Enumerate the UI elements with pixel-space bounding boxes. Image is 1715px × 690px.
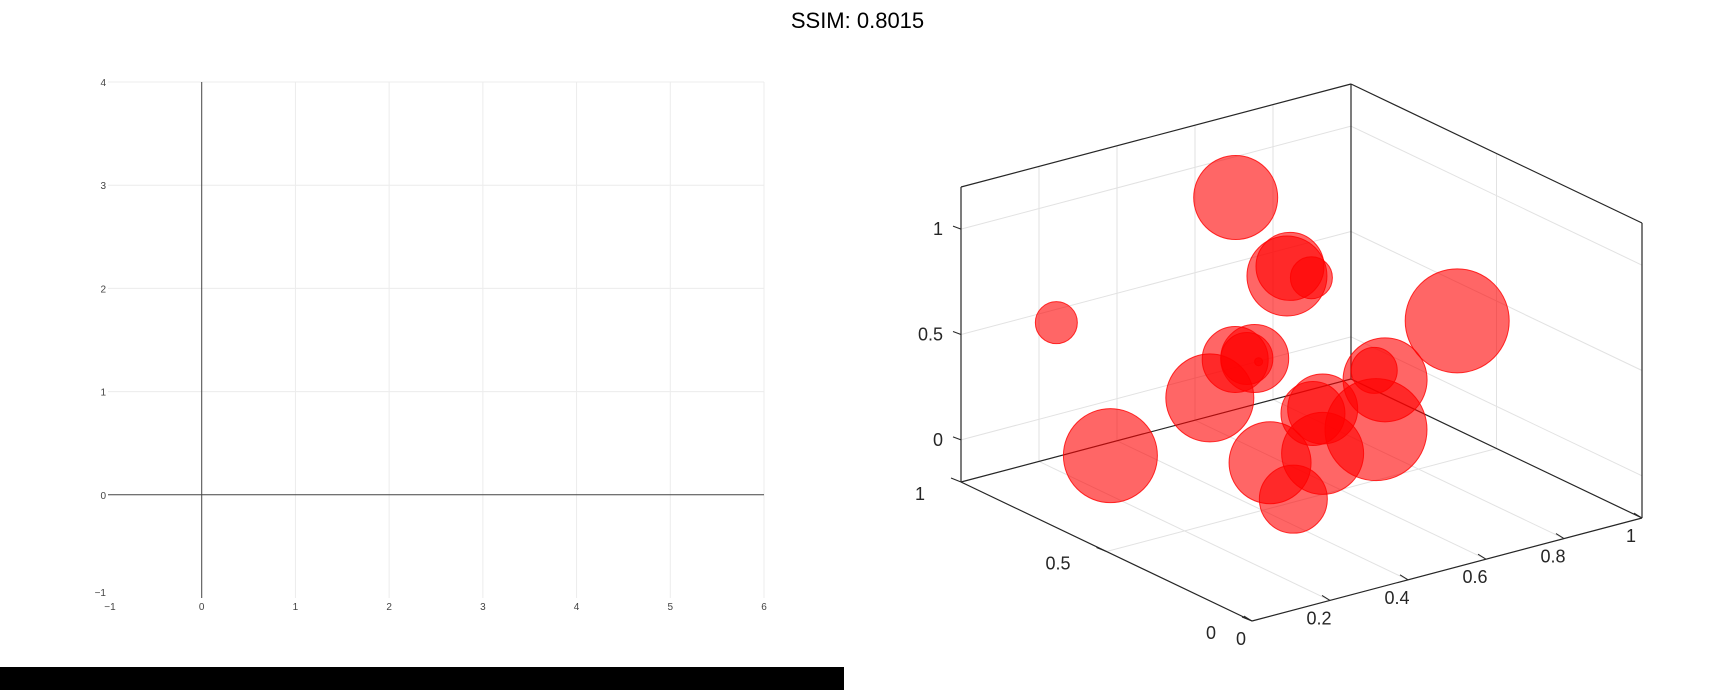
x-tick bbox=[1321, 594, 1331, 601]
figure-title: SSIM: 0.8015 bbox=[790, 8, 925, 33]
y-tick-label: 2 bbox=[100, 284, 106, 295]
axis-x-front bbox=[1251, 517, 1643, 622]
box-edge bbox=[1350, 83, 1643, 224]
x-tick-label: 5 bbox=[668, 602, 674, 613]
y-tick-label: 0 bbox=[1206, 623, 1216, 643]
x-tick-label: 6 bbox=[761, 602, 767, 613]
bubble bbox=[1404, 268, 1510, 374]
axes-2d bbox=[108, 82, 764, 598]
x-tick-label: 3 bbox=[480, 602, 486, 613]
y-tick-label: 0 bbox=[100, 491, 106, 502]
y-tick-label: −1 bbox=[95, 588, 107, 599]
x-tick-label: 0 bbox=[1236, 629, 1246, 649]
bubble bbox=[1289, 256, 1333, 300]
bubble bbox=[1254, 357, 1264, 367]
bubble bbox=[1220, 324, 1290, 394]
x-tick-label: 1 bbox=[293, 602, 299, 613]
tick-labels-3d: 0 0.2 0.4 0.6 0.8 1 0 0.5 1 0 0.5 1 bbox=[915, 219, 1643, 649]
axes-box-3d bbox=[960, 83, 1643, 622]
x-tick bbox=[1477, 553, 1487, 560]
x-tick-label: 4 bbox=[574, 602, 580, 613]
black-bar bbox=[0, 667, 844, 690]
backwall-x-gridline-z bbox=[1350, 125, 1643, 266]
x-tick-label: 0.2 bbox=[1306, 608, 1331, 628]
tick-labels-2d: −1 0 1 2 3 4 5 6 −1 0 1 2 3 4 bbox=[95, 78, 768, 613]
bubble bbox=[1034, 301, 1078, 345]
grid-2d bbox=[108, 81, 765, 598]
y-tick bbox=[1096, 547, 1107, 552]
y-tick-label: 4 bbox=[100, 78, 106, 89]
z-tick-label: 1 bbox=[933, 219, 943, 239]
x-tick-label: 2 bbox=[386, 602, 392, 613]
bubbles bbox=[1034, 155, 1510, 534]
y-tick-label: 0.5 bbox=[1045, 554, 1070, 574]
x-tick-label: 0.6 bbox=[1462, 567, 1487, 587]
z-tick bbox=[952, 225, 962, 230]
x-tick-label: −1 bbox=[104, 602, 116, 613]
y-tick-label: 3 bbox=[100, 181, 106, 192]
x-tick bbox=[1633, 512, 1643, 519]
x-tick-label: 0 bbox=[199, 602, 205, 613]
grid-3d bbox=[960, 84, 1643, 622]
x-tick bbox=[1399, 574, 1409, 581]
bubble bbox=[1258, 464, 1328, 534]
z-tick bbox=[952, 436, 962, 441]
bubble bbox=[1193, 155, 1279, 241]
z-tick bbox=[952, 331, 962, 335]
y-tick-label: 1 bbox=[915, 484, 925, 504]
backwall-y-gridline-z bbox=[960, 125, 1352, 230]
y-tick bbox=[1241, 616, 1253, 622]
y-tick-label: 1 bbox=[100, 388, 106, 399]
x-tick-label: 0.8 bbox=[1540, 547, 1565, 567]
x-tick-label: 0.4 bbox=[1384, 588, 1409, 608]
box-edge bbox=[960, 83, 1352, 188]
y-tick bbox=[950, 477, 962, 483]
x-tick-label: 1 bbox=[1626, 526, 1636, 546]
bubble bbox=[1342, 337, 1428, 423]
z-tick-label: 0.5 bbox=[918, 325, 943, 345]
z-tick-label: 0 bbox=[933, 430, 943, 450]
x-tick bbox=[1555, 533, 1565, 540]
bubble bbox=[1062, 408, 1158, 504]
